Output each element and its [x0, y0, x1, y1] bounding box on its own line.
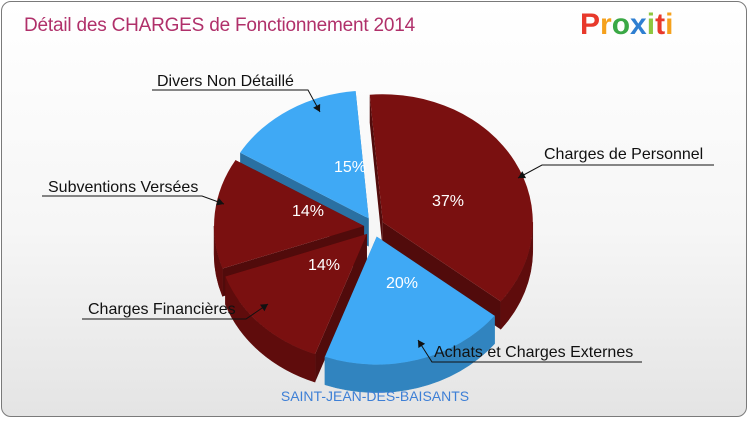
leader-arrow-achats-et-charges-externes [418, 340, 426, 349]
leader-line-charges-financi-res [82, 303, 269, 320]
leader-line-achats-et-charges-externes [417, 339, 642, 363]
slice-charges-financi-res [225, 234, 367, 355]
slice-label-charges-financi-res: Charges Financières [88, 301, 236, 318]
leader-line-subventions-vers-es [42, 195, 225, 205]
slice-label-achats-et-charges-externes: Achats et Charges Externes [434, 344, 633, 361]
slice-pct-charges-financi-res: 14% [308, 257, 340, 274]
slice-label-charges-de-personnel: Charges de Personnel [544, 146, 703, 163]
leader-line-charges-de-personnel [517, 164, 714, 179]
chart-title: Détail des CHARGES de Fonctionnement 201… [24, 15, 416, 36]
slice-achats-et-charges-externes [324, 236, 495, 365]
leader-arrow-charges-financi-res [259, 304, 268, 312]
slice-pct-divers-non-d-taill: 15% [334, 159, 366, 176]
leader-arrow-charges-de-personnel [518, 171, 527, 179]
slice-subventions-vers-es [214, 160, 365, 269]
leader-arrow-subventions-vers-es [216, 197, 224, 206]
leader-arrow-divers-non-d-taill [313, 103, 321, 112]
city-name: SAINT-JEAN-DES-BAISANTS [280, 388, 470, 404]
pie-chart: 37% 20% 14% 14% 15% Charges de Personnel Achat… [42, 73, 714, 393]
proxiti-logo: Proxiti [580, 8, 674, 41]
slice-divers-non-d-taill [240, 91, 369, 219]
slice-label-divers-non-d-taill: Divers Non Détaillé [157, 73, 294, 90]
leader-line-divers-non-d-taill [152, 89, 321, 113]
slice-pct-subventions-vers-es: 14% [292, 203, 324, 220]
slice-cut-charges-de-personnel-0 [369, 94, 383, 251]
slice-pct-charges-de-personnel: 37% [432, 193, 464, 210]
slice-label-subventions-vers-es: Subventions Versées [48, 179, 198, 196]
slice-cut-charges-financi-res-0 [315, 234, 367, 383]
slice-pct-achats-et-charges-externes: 20% [386, 275, 418, 292]
pie-tops: 37% 20% 14% 14% 15% [214, 91, 533, 365]
slice-charges-de-personnel [369, 94, 533, 302]
